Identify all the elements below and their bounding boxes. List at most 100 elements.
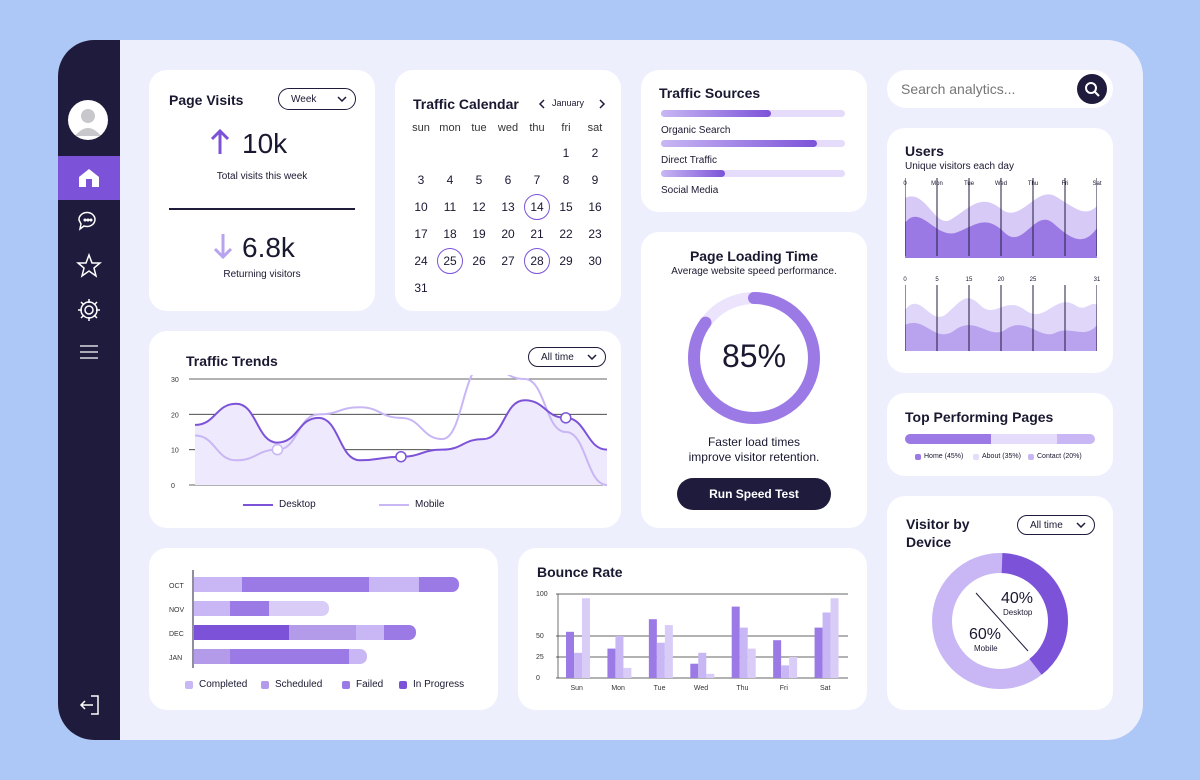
- total-visits-value: 10k: [242, 128, 288, 159]
- page-loading-card: Page Loading Time Average website speed …: [641, 232, 867, 528]
- bounce-bar[interactable]: [814, 627, 823, 678]
- weekday-label: fri: [561, 122, 571, 134]
- device-period-select[interactable]: All time: [1017, 515, 1095, 535]
- x-tick-label: Wed: [694, 685, 708, 692]
- calendar-day[interactable]: 17: [414, 227, 428, 241]
- calendar-day[interactable]: 19: [472, 227, 486, 241]
- legend-item: Home (45%): [915, 453, 963, 460]
- users-card: Users Unique visitors each day 0 Mon Tue We…: [887, 128, 1113, 373]
- y-tick-label: 10: [171, 448, 179, 455]
- search-button[interactable]: [1077, 74, 1107, 104]
- calendar-day[interactable]: 24: [414, 254, 428, 268]
- sidebar-item-favorites[interactable]: [58, 244, 120, 288]
- period-label: Week: [291, 93, 317, 105]
- bounce-bar[interactable]: [747, 648, 756, 678]
- trends-period-select[interactable]: All time: [528, 347, 606, 367]
- weekday-label: sun: [412, 122, 430, 134]
- bounce-bar[interactable]: [739, 627, 748, 678]
- bounce-bar[interactable]: [789, 657, 798, 678]
- weekday-label: sat: [587, 122, 603, 134]
- legend-label: In Progress: [413, 679, 465, 690]
- bounce-bar[interactable]: [574, 652, 582, 678]
- calendar-day[interactable]: 6: [504, 173, 512, 187]
- calendar-day[interactable]: 25: [437, 248, 463, 274]
- page-visits-period-select[interactable]: Week: [278, 88, 356, 110]
- bounce-bar[interactable]: [582, 598, 590, 678]
- bounce-bar[interactable]: [623, 667, 632, 678]
- calendar-day[interactable]: 1: [562, 146, 570, 160]
- calendar-day[interactable]: 3: [417, 173, 425, 187]
- loading-message-line2: improve visitor retention.: [688, 450, 820, 464]
- calendar-day[interactable]: 23: [588, 227, 602, 241]
- source-label: Organic Search: [661, 125, 731, 136]
- loading-message-line1: Faster load times: [707, 435, 801, 449]
- calendar-day[interactable]: 18: [443, 227, 457, 241]
- calendar-day[interactable]: 13: [501, 200, 515, 214]
- calendar-day[interactable]: 11: [443, 200, 457, 214]
- weekday-label: tue: [471, 122, 487, 134]
- search-input[interactable]: [901, 78, 1061, 100]
- bounce-bar[interactable]: [830, 598, 839, 678]
- trends-title: Traffic Trends: [186, 353, 278, 369]
- calendar-day[interactable]: 7: [533, 173, 541, 187]
- legend-swatch: [915, 453, 921, 460]
- chevron-right-icon[interactable]: [598, 99, 606, 109]
- sidebar-item-home[interactable]: [58, 156, 120, 200]
- bounce-bar[interactable]: [607, 648, 616, 678]
- sidebar-item-menu[interactable]: [58, 330, 120, 374]
- sidebar-item-settings[interactable]: [58, 288, 120, 332]
- calendar-day[interactable]: 30: [588, 254, 602, 268]
- avatar[interactable]: [68, 100, 108, 140]
- calendar-day[interactable]: 12: [472, 200, 486, 214]
- category-label: DEC: [169, 631, 184, 638]
- y-tick-label: 100: [536, 591, 548, 598]
- bounce-bar[interactable]: [615, 636, 624, 678]
- calendar-day[interactable]: 14: [524, 194, 550, 220]
- bounce-bar[interactable]: [690, 663, 699, 678]
- calendar-day[interactable]: 22: [559, 227, 573, 241]
- calendar-day[interactable]: 16: [588, 200, 602, 214]
- bounce-bar[interactable]: [731, 606, 740, 678]
- data-point[interactable]: [560, 412, 572, 424]
- calendar-day[interactable]: 9: [591, 173, 599, 187]
- calendar-day[interactable]: 15: [559, 200, 573, 214]
- bounce-rate-card: Bounce Rate 100 50 25 0 Sun Mon Tue Wed Thu Fri Sa…: [518, 548, 867, 710]
- legend-swatch: [1028, 453, 1034, 460]
- y-tick-label: 0: [536, 675, 540, 682]
- data-point[interactable]: [395, 450, 407, 463]
- bounce-bar[interactable]: [656, 642, 665, 678]
- calendar-day[interactable]: 5: [475, 173, 483, 187]
- bounce-bar[interactable]: [706, 673, 715, 678]
- bounce-bar[interactable]: [664, 625, 673, 678]
- bounce-bar[interactable]: [773, 640, 782, 678]
- bounce-bar[interactable]: [648, 619, 657, 678]
- calendar-day[interactable]: 29: [559, 254, 573, 268]
- calendar-day[interactable]: 27: [501, 254, 515, 268]
- bounce-bar[interactable]: [566, 631, 574, 678]
- calendar-day[interactable]: 26: [472, 254, 486, 268]
- calendar-day[interactable]: 28: [524, 248, 550, 274]
- data-point[interactable]: [271, 443, 284, 456]
- calendar-day[interactable]: 2: [591, 146, 599, 160]
- chevron-left-icon[interactable]: [538, 99, 546, 109]
- legend-swatch: [399, 680, 407, 689]
- calendar-day[interactable]: 21: [530, 227, 544, 241]
- chevron-down-icon: [587, 354, 597, 360]
- calendar-day[interactable]: 10: [414, 200, 428, 214]
- category-label: JAN: [169, 655, 182, 662]
- loading-title: Page Loading Time: [689, 248, 819, 264]
- bounce-bar[interactable]: [698, 652, 707, 678]
- bounce-bar[interactable]: [781, 665, 790, 678]
- run-speed-test-button[interactable]: Run Speed Test: [677, 478, 831, 510]
- logout-button[interactable]: [58, 683, 120, 727]
- calendar-day[interactable]: 8: [562, 173, 570, 187]
- desktop-slice[interactable]: [932, 553, 1068, 689]
- x-tick-label: Mon: [611, 685, 625, 692]
- donut-hole: [953, 574, 1047, 668]
- calendar-day[interactable]: 31: [414, 281, 428, 295]
- bounce-bar[interactable]: [822, 612, 831, 678]
- calendar-day[interactable]: 4: [446, 173, 454, 187]
- page-visits-title: Page Visits: [169, 92, 244, 108]
- sidebar-item-messages[interactable]: [58, 200, 120, 244]
- calendar-day[interactable]: 20: [501, 227, 515, 241]
